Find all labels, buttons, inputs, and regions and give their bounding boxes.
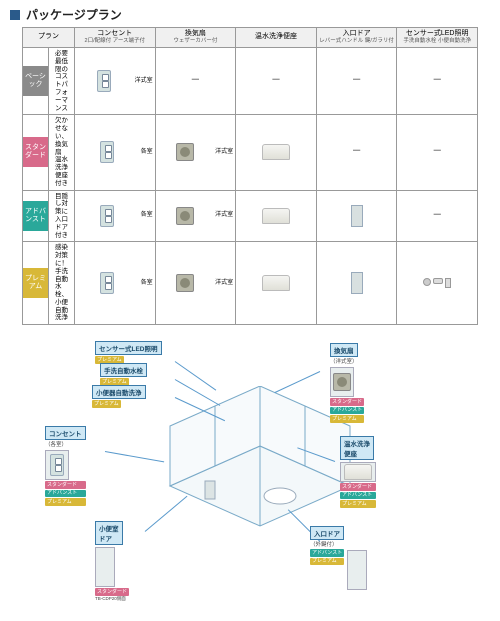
th-led: センサー式LED照明手洗自動水栓 小便自動洗浄 [397, 28, 478, 48]
header-square-icon [10, 10, 20, 20]
plan-tag: ベーシック [23, 47, 49, 114]
plan-chip: プレミアム [45, 498, 86, 506]
diagram-area: センサー式LED照明 プレミアム 手洗自動水栓 プレミアム 小便器自動洗浄 プレ… [0, 331, 500, 621]
plan-chip: アドバンスト [340, 492, 376, 500]
smalldoor-thumb [95, 547, 115, 587]
callout-led: センサー式LED照明 プレミアム [95, 341, 162, 364]
th-door: 入口ドアレバー式ハンドル 鍵/ガラリ付 [316, 28, 397, 48]
plan-chip: プレミアム [340, 500, 376, 508]
callout-smalldoor: 小便室 ドア スタンダード TB-CDP20側面 [95, 521, 129, 602]
plan-row: プレミアム感染対策に！ 手洗自動水栓、小便自動洗浄各室洋式室 [23, 242, 478, 325]
plan-tag: スタンダード [23, 115, 49, 190]
callout-fan: 換気扇 （洋式室） スタンダードアドバンストプレミアム [330, 343, 364, 423]
callout-outlet: コンセント （各室） スタンダードアドバンストプレミアム [45, 426, 86, 506]
plan-chip: アドバンスト [330, 407, 364, 415]
fan-thumb [330, 367, 354, 397]
plan-chip: プレミアム [310, 558, 344, 566]
callout-faucet: 手洗自動水栓 プレミアム [100, 363, 147, 386]
plan-row: ベーシック必要最低限の コストパフォーマンス洋式室－－－－ [23, 47, 478, 114]
plan-table: プラン コンセント2口/配線付 アース端子付 換気扇ウェザーカバー付 温水洗浄便… [22, 27, 478, 325]
washlet-thumb [340, 462, 376, 482]
plan-row: スタンダード欠かせない、換気扇 温水洗浄便座付き各室洋式室－－ [23, 115, 478, 190]
plan-chip: スタンダード [45, 481, 86, 489]
th-plan: プラン [23, 28, 75, 48]
th-fan: 換気扇ウェザーカバー付 [155, 28, 236, 48]
plan-chip: スタンダード [95, 588, 129, 596]
plan-chip: アドバンスト [310, 549, 344, 557]
callout-urinal: 小便器自動洗浄 プレミアム [92, 385, 146, 408]
plan-table-wrap: プラン コンセント2口/配線付 アース端子付 換気扇ウェザーカバー付 温水洗浄便… [0, 27, 500, 325]
th-outlet: コンセント2口/配線付 アース端子付 [75, 28, 156, 48]
plan-chip: スタンダード [330, 398, 364, 406]
plan-row: アドバンスト目隠し対策に 入口ドア付き各室洋式室－ [23, 190, 478, 242]
plan-tag: プレミアム [23, 242, 49, 325]
plan-tag: アドバンスト [23, 190, 49, 242]
header-title: パッケージプラン [26, 6, 122, 23]
plan-chip: アドバンスト [45, 490, 86, 498]
callout-washlet: 温水洗浄 便座 スタンダードアドバンストプレミアム [340, 436, 376, 508]
callout-entrydoor: 入口ドア （外鍵付） アドバンストプレミアム [310, 526, 367, 590]
plan-chip: プレミアム [92, 400, 121, 408]
outlet-thumb [45, 450, 69, 480]
plan-chip: プレミアム [330, 415, 364, 423]
th-washlet: 温水洗浄便座 [236, 28, 317, 48]
plan-chip: スタンダード [340, 483, 376, 491]
section-header: パッケージプラン [0, 0, 500, 27]
entrydoor-thumb [347, 550, 367, 590]
